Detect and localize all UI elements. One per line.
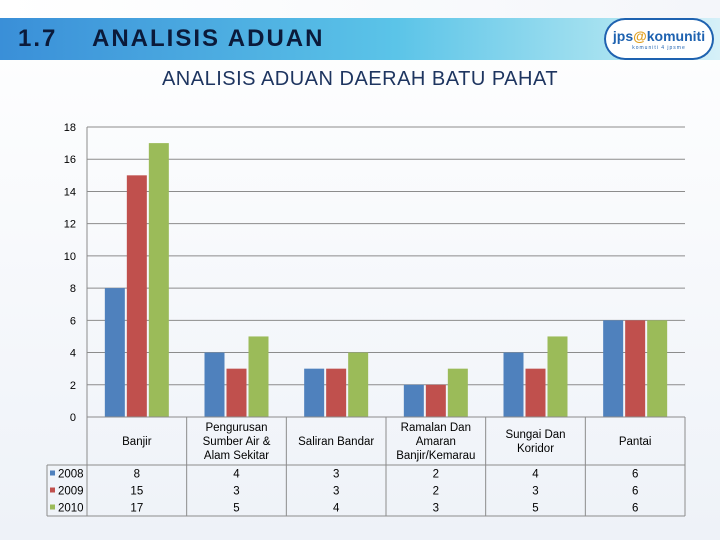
category-label: Alam Sekitar [204, 450, 269, 462]
legend-label: 2009 [58, 486, 84, 498]
table-cell: 4 [532, 469, 539, 481]
bar-2010-1 [248, 336, 269, 417]
y-tick-label: 8 [70, 283, 76, 295]
bar-2008-4 [503, 352, 524, 417]
legend-key-2008 [50, 470, 55, 476]
category-label: Amaran [416, 436, 456, 448]
table-cell: 3 [233, 486, 239, 498]
slide-title: 1.7 ANALISIS ADUAN [18, 22, 324, 56]
y-tick-label: 18 [64, 122, 76, 134]
table-cell: 2 [433, 469, 439, 481]
y-tick-label: 0 [70, 412, 76, 424]
bar-2008-3 [403, 384, 424, 417]
table-cell: 3 [333, 469, 339, 481]
table-cell: 6 [632, 469, 638, 481]
category-label: Koridor [517, 443, 554, 455]
y-tick-label: 2 [70, 380, 76, 392]
bar-2009-1 [226, 368, 247, 417]
y-tick-label: 10 [64, 251, 76, 263]
category-label: Sungai Dan [505, 429, 565, 441]
category-label: Pengurusan [205, 422, 267, 434]
category-label: Banjir/Kemarau [396, 450, 475, 462]
slide-title-text: ANALISIS ADUAN [92, 25, 325, 52]
table-cell: 17 [130, 503, 143, 515]
category-label: Pantai [619, 436, 652, 448]
y-tick-label: 6 [70, 315, 76, 327]
top-strip [0, 0, 720, 18]
legend-label: 2010 [58, 503, 84, 515]
category-label: Ramalan Dan [401, 422, 471, 434]
bar-2009-4 [525, 368, 546, 417]
bar-2010-4 [547, 336, 568, 417]
table-cell: 2 [433, 486, 439, 498]
bar-2008-1 [204, 352, 225, 417]
table-cell: 6 [632, 503, 638, 515]
bar-2010-3 [447, 368, 468, 417]
y-tick-label: 14 [64, 186, 76, 198]
table-cell: 3 [333, 486, 339, 498]
table-cell: 5 [532, 503, 538, 515]
legend-label: 2008 [58, 469, 84, 481]
y-tick-label: 4 [70, 348, 76, 360]
legend-key-2010 [50, 504, 55, 510]
table-cell: 4 [333, 503, 340, 515]
category-label: Banjir [122, 436, 152, 448]
bar-2008-5 [603, 320, 624, 417]
bar-2010-2 [348, 352, 369, 417]
table-cell: 5 [233, 503, 239, 515]
bar-2008-2 [304, 368, 325, 417]
category-label: Saliran Bandar [298, 436, 374, 448]
table-cell: 4 [233, 469, 240, 481]
bar-2009-2 [326, 368, 347, 417]
table-cell: 15 [130, 486, 143, 498]
category-label: Sumber Air & [203, 436, 271, 448]
y-tick-label: 16 [64, 154, 76, 166]
table-cell: 8 [134, 469, 140, 481]
bar-2010-0 [148, 143, 169, 417]
table-cell: 3 [433, 503, 439, 515]
bar-2009-5 [625, 320, 646, 417]
jps-komuniti-logo: jps@komuniti komuniti 4 jpsme [604, 18, 714, 60]
header-bar [0, 18, 720, 60]
table-cell: 6 [632, 486, 638, 498]
bar-2010-5 [647, 320, 668, 417]
table-cell: 3 [532, 486, 538, 498]
slide-number: 1.7 [18, 25, 58, 52]
bar-2009-3 [425, 384, 446, 417]
bar-2008-0 [104, 288, 125, 417]
legend-key-2009 [50, 487, 55, 493]
y-tick-label: 12 [64, 219, 76, 231]
bar-2009-0 [126, 175, 147, 417]
chart-title: ANALISIS ADUAN DAERAH BATU PAHAT [161, 68, 559, 90]
